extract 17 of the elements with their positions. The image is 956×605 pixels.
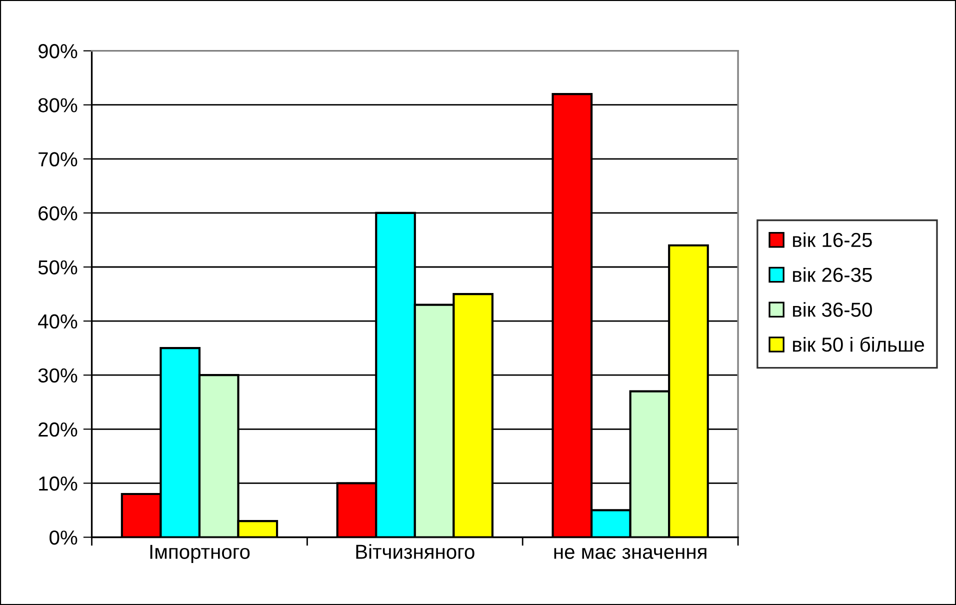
y-tick-label: 0% [50,530,78,545]
x-tick-label: Імпортного [150,544,250,563]
y-tick-label: 60% [38,206,78,220]
y-tick-label: 90% [38,44,78,58]
legend-label: вік 36-50 [793,302,872,317]
legend-label: вік 26-35 [793,267,872,282]
y-tick-label: 40% [38,314,78,329]
legend-label: вік 16-25 [793,232,872,248]
y-tick-label: 30% [38,368,78,383]
y-tick-label: 20% [38,422,78,437]
y-tick-label: 50% [38,260,78,274]
x-tick-label: не має значення [554,548,706,559]
legend-label: вік 50 і більше [793,336,924,352]
y-tick-label: 80% [38,98,78,112]
y-tick-label: 70% [38,152,78,166]
y-tick-label: 10% [39,476,78,491]
x-tick-label: Вітчизняного [356,544,474,559]
